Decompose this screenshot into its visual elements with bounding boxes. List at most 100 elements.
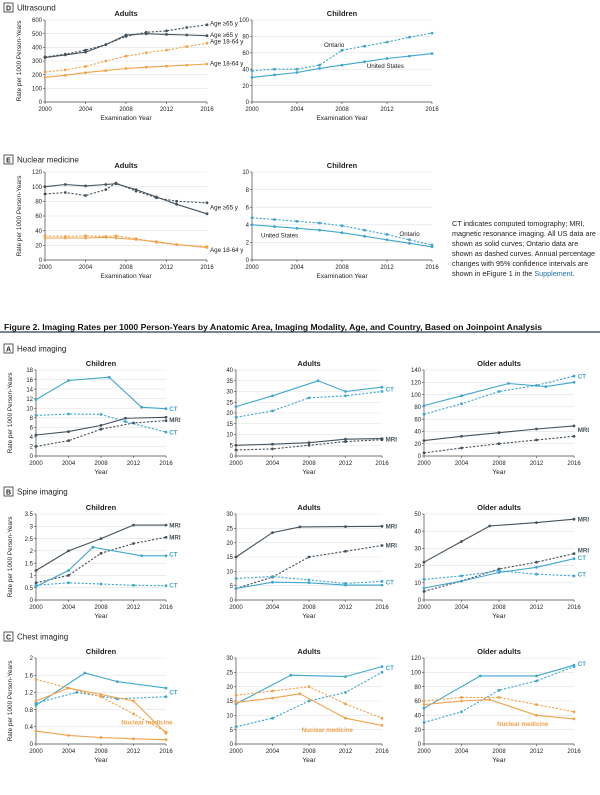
data-point bbox=[380, 524, 384, 528]
series-line bbox=[235, 666, 383, 705]
data-point bbox=[535, 560, 538, 564]
series-ontario-3 bbox=[34, 581, 168, 588]
chart-B-adults: Adults 0 5 10 15 20 25 30 2000 2004 2008 2012 2016 Ye… bbox=[226, 503, 397, 620]
data-point bbox=[63, 73, 67, 77]
y-tick-label: 30 bbox=[226, 512, 233, 518]
data-point bbox=[67, 439, 70, 443]
data-point bbox=[344, 549, 347, 553]
section-header-D: D Ultrasound bbox=[3, 2, 56, 13]
y-tick-label: 3 bbox=[30, 524, 34, 530]
series-ontario-2 bbox=[234, 685, 384, 720]
y-tick-label: 5 bbox=[230, 443, 234, 449]
annotation-label: CT bbox=[169, 690, 177, 697]
data-point bbox=[114, 236, 118, 240]
y-tick-label: 0 bbox=[39, 258, 43, 264]
y-tick-label: 2 bbox=[30, 549, 34, 555]
annotation-label: CT bbox=[169, 406, 177, 413]
y-tick-label: 4 bbox=[246, 223, 250, 229]
series-us-1 bbox=[250, 52, 434, 79]
data-point bbox=[422, 412, 426, 416]
x-tick-label: 2004 bbox=[79, 265, 93, 271]
data-point bbox=[34, 581, 38, 585]
data-point bbox=[205, 34, 209, 38]
y-tick-label: 20 bbox=[414, 442, 421, 448]
annotation-label: Age ≥65 y bbox=[210, 204, 239, 211]
annotation-label: MRI bbox=[169, 522, 181, 529]
data-point bbox=[572, 710, 576, 714]
data-point bbox=[340, 48, 344, 52]
data-point bbox=[115, 680, 119, 683]
data-point bbox=[165, 64, 168, 68]
data-point bbox=[34, 583, 38, 587]
data-point bbox=[295, 67, 299, 71]
data-point bbox=[572, 374, 576, 378]
data-point bbox=[344, 525, 347, 528]
x-tick-label: 2000 bbox=[29, 605, 43, 611]
x-axis-label: Year bbox=[492, 613, 506, 620]
series-ontario-2 bbox=[234, 575, 384, 585]
data-point bbox=[104, 188, 108, 192]
data-point bbox=[422, 699, 426, 703]
x-tick-label: 2016 bbox=[159, 749, 173, 755]
x-tick-label: 2004 bbox=[455, 749, 469, 755]
y-tick-label: 8 bbox=[30, 416, 34, 422]
data-point bbox=[234, 415, 238, 419]
x-tick-label: 2000 bbox=[29, 461, 43, 467]
data-point bbox=[535, 427, 538, 431]
annotation-label: MRI bbox=[169, 535, 181, 542]
y-tick-label: 40 bbox=[242, 67, 249, 73]
y-tick-label: 0 bbox=[246, 258, 250, 264]
x-tick-label: 2012 bbox=[380, 107, 394, 113]
data-point bbox=[422, 590, 426, 593]
annotation-label: MRI bbox=[578, 427, 590, 434]
y-tick-label: 0 bbox=[230, 598, 234, 604]
data-point bbox=[422, 404, 426, 407]
series-ontario-0 bbox=[43, 23, 209, 59]
data-point bbox=[497, 696, 501, 699]
x-tick-label: 2016 bbox=[375, 461, 389, 467]
series-us-0 bbox=[234, 665, 384, 706]
data-point bbox=[535, 703, 538, 706]
data-point bbox=[144, 65, 148, 69]
data-point bbox=[67, 734, 70, 737]
annotation-label: Ontario bbox=[399, 231, 420, 238]
y-tick-label: 40 bbox=[414, 529, 421, 535]
annotation-label: CT bbox=[386, 665, 394, 672]
data-point bbox=[307, 581, 311, 585]
x-tick-label: 2004 bbox=[62, 749, 76, 755]
data-point bbox=[99, 427, 103, 431]
data-point bbox=[460, 696, 463, 699]
series-ontario-1 bbox=[34, 691, 168, 705]
data-point bbox=[67, 430, 70, 433]
data-point bbox=[422, 721, 426, 724]
data-point bbox=[408, 238, 411, 242]
section-label-box bbox=[3, 2, 14, 13]
data-point bbox=[99, 736, 103, 739]
data-point bbox=[385, 40, 389, 44]
data-point bbox=[535, 565, 538, 569]
x-axis-label: Year bbox=[302, 613, 316, 620]
data-point bbox=[363, 44, 366, 48]
series-us-4 bbox=[34, 729, 168, 742]
supplement-link[interactable]: Supplement bbox=[534, 269, 573, 278]
y-tick-label: 18 bbox=[26, 368, 33, 374]
x-tick-label: 2012 bbox=[127, 461, 141, 467]
data-point bbox=[84, 71, 87, 74]
section-label-box bbox=[3, 343, 14, 354]
series-line bbox=[423, 570, 575, 580]
data-point bbox=[271, 689, 274, 693]
annotation-label: Age ≥65 y bbox=[210, 32, 239, 39]
data-point bbox=[205, 246, 209, 249]
series-ontario-1 bbox=[234, 390, 384, 419]
x-tick-label: 2000 bbox=[38, 265, 52, 271]
y-tick-label: 200 bbox=[32, 73, 43, 79]
data-point bbox=[185, 45, 189, 48]
series-ontario-1 bbox=[34, 535, 168, 585]
data-point bbox=[99, 537, 103, 540]
section-title: Chest imaging bbox=[17, 633, 68, 642]
data-point bbox=[132, 712, 135, 716]
y-tick-label: 3.5 bbox=[25, 512, 34, 518]
data-point bbox=[380, 716, 384, 720]
annotation-label: United States bbox=[367, 63, 404, 70]
y-tick-label: 20 bbox=[35, 244, 42, 250]
